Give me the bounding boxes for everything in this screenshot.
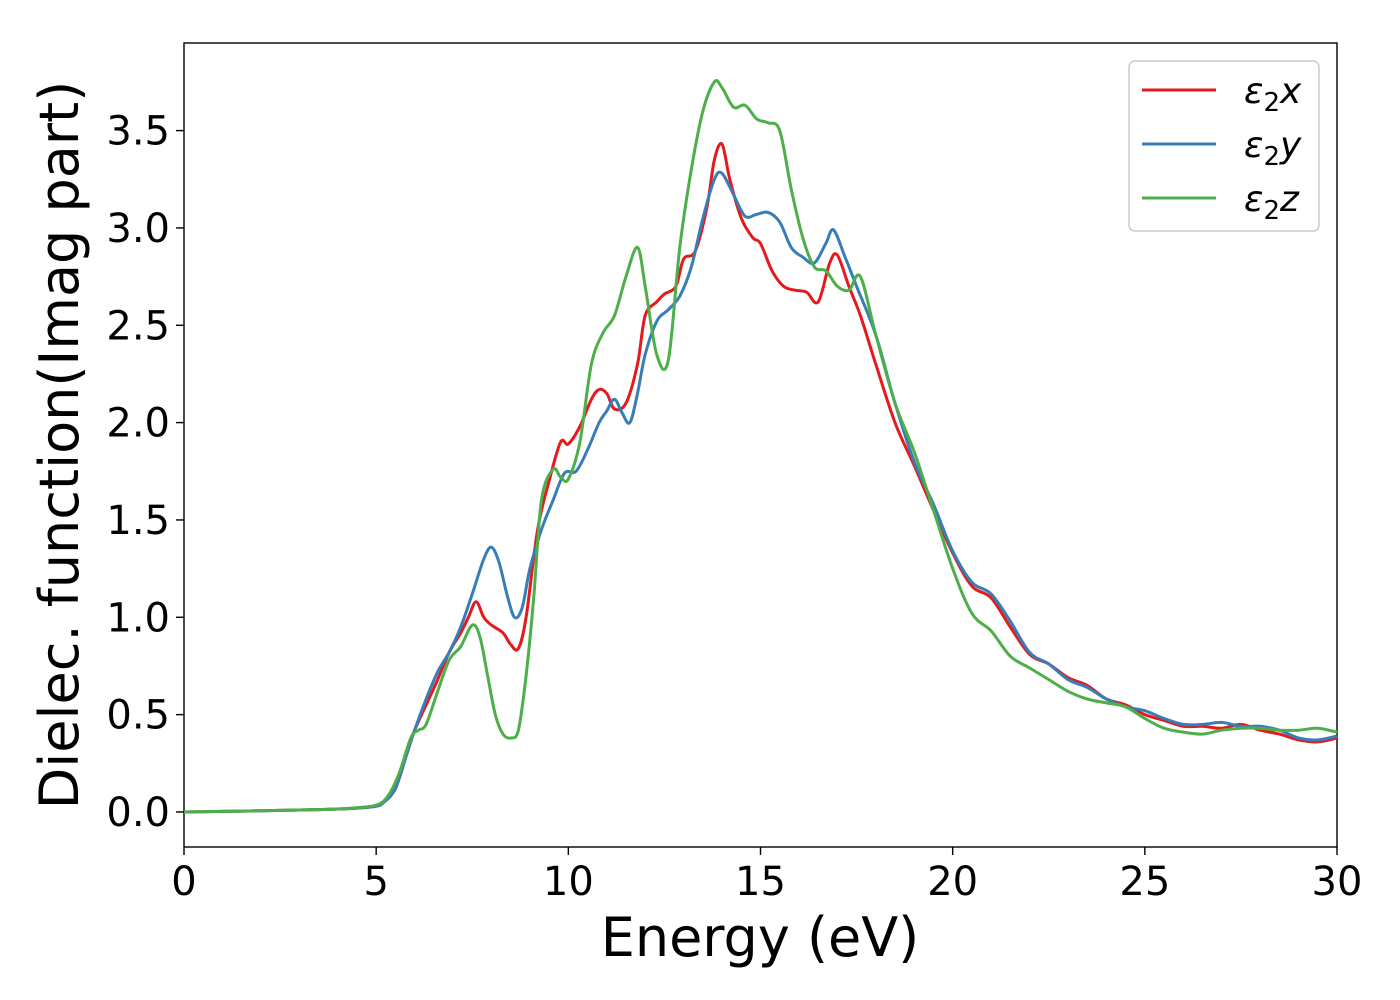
y-tick-label: 2.5	[106, 303, 170, 349]
x-tick-label: 15	[735, 859, 786, 905]
legend-label-base: ε	[1244, 71, 1263, 112]
legend-label-y: ε2y	[1244, 125, 1302, 172]
x-tick-label: 30	[1312, 859, 1363, 905]
legend-label-subscript: 2	[1263, 196, 1280, 226]
legend-label-z: ε2z	[1244, 179, 1300, 226]
y-tick-label: 3.5	[106, 109, 170, 155]
legend-label-base: ε	[1244, 125, 1263, 166]
x-tick-label: 0	[171, 859, 196, 905]
x-tick-label: 5	[363, 859, 388, 905]
y-tick-label: 1.0	[106, 595, 170, 641]
series-line-z	[183, 79, 1338, 814]
legend-label-axis: x	[1279, 71, 1302, 112]
legend-label-base: ε	[1244, 179, 1263, 220]
y-tick-label: 0.0	[106, 790, 170, 836]
legend-label-axis: y	[1279, 125, 1302, 166]
y-tick-label: 3.0	[106, 206, 170, 252]
legend-label-x: ε2x	[1244, 71, 1302, 118]
y-tick-label: 2.0	[106, 401, 170, 447]
y-tick-label: 0.5	[106, 693, 170, 739]
x-tick-label: 10	[543, 859, 594, 905]
x-axis-ticks: 0 5 10 15 20 25 30	[171, 847, 1362, 905]
y-axis-ticks: 0.0 0.5 1.0 1.5 2.0 2.5 3.0 3.5	[106, 109, 184, 836]
series-line-y	[183, 170, 1338, 814]
series-line-x	[183, 142, 1338, 814]
legend-box	[1128, 60, 1320, 232]
x-tick-label: 20	[927, 859, 978, 905]
x-axis-label: Energy (eV)	[601, 906, 920, 969]
series-layer	[183, 79, 1338, 814]
legend-label-subscript: 2	[1263, 142, 1280, 172]
legend-label-subscript: 2	[1263, 88, 1280, 118]
y-tick-label: 1.5	[106, 498, 170, 544]
legend-label-axis: z	[1279, 179, 1300, 220]
y-axis-label: Dielec. function(Imag part)	[28, 81, 91, 810]
x-tick-label: 25	[1119, 859, 1170, 905]
